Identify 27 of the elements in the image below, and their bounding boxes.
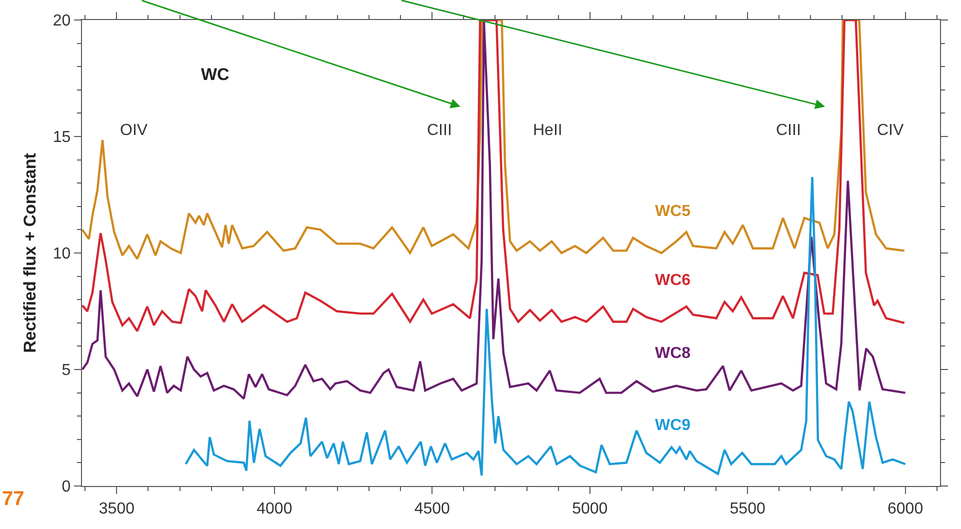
series-label: WC6: [655, 272, 691, 289]
x-tick-label: 5000: [572, 500, 608, 518]
y-tick-label: 15: [52, 129, 71, 146]
x-tick-label: 6000: [888, 500, 924, 518]
series-label: WC5: [655, 203, 691, 220]
text: 77: [2, 488, 24, 510]
annotation: OIV: [120, 122, 148, 139]
line-series: [82, 20, 906, 260]
annotation: CIII: [776, 122, 801, 139]
annotation: WC: [201, 65, 230, 84]
y-axis-title: Rectified flux + Constant: [20, 152, 40, 353]
x-tick-label: 5500: [730, 500, 766, 518]
series-label: WC9: [655, 417, 691, 434]
line-series: [82, 20, 906, 400]
line-series: [82, 20, 906, 332]
series-label: WC8: [655, 345, 691, 362]
y-tick-label: 20: [52, 12, 71, 30]
y-tick-label: 5: [62, 362, 71, 380]
annotation: CIV: [877, 122, 904, 139]
y-tick-label: 10: [52, 246, 71, 263]
x-tick-label: 3500: [98, 500, 135, 518]
y-tick-label: 0: [62, 478, 71, 496]
annotation: HeII: [533, 122, 562, 139]
x-tick-label: 4500: [414, 500, 450, 518]
line-series: [184, 176, 906, 477]
x-tick-label: 4000: [256, 500, 292, 518]
annotation: CIII: [427, 122, 452, 139]
